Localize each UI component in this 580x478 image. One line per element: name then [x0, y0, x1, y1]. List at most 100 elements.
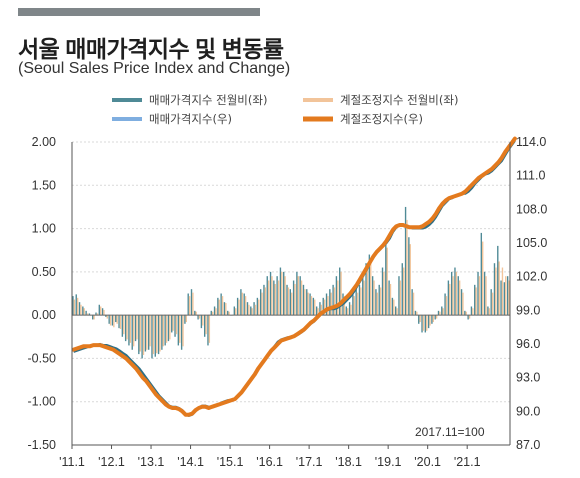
bar-sa — [264, 287, 267, 316]
bar-raw — [457, 276, 459, 316]
bar-sa — [468, 315, 471, 319]
bar-raw — [98, 304, 100, 316]
bar-raw — [111, 315, 114, 326]
bar-sa — [116, 315, 118, 324]
bar-raw — [467, 315, 469, 320]
bar-raw — [421, 315, 423, 333]
bar-raw — [464, 310, 466, 316]
bar-sa — [172, 315, 174, 331]
bar-sa — [261, 292, 263, 316]
bar-sa — [389, 283, 392, 316]
bar-sa — [139, 315, 141, 352]
y-left-tick-label: -0.50 — [28, 351, 57, 365]
bar-raw — [500, 280, 502, 316]
bar-sa — [406, 219, 408, 316]
bar-raw — [283, 271, 285, 316]
bar-raw — [78, 302, 81, 316]
bar-raw — [345, 306, 347, 316]
bar-raw — [85, 310, 87, 316]
bar-sa — [304, 289, 306, 316]
bar-sa — [323, 299, 326, 316]
bar-sa — [132, 315, 135, 347]
bar-raw — [414, 310, 417, 316]
y-left-tick-label: 0.50 — [32, 265, 56, 279]
bar-sa — [215, 308, 217, 316]
bar-raw — [319, 302, 321, 316]
bar-raw — [404, 206, 407, 316]
bar-sa — [310, 296, 313, 316]
bar-raw — [454, 267, 456, 316]
axes: 2.00 1.50 1.00 0.50 0.00 -0.50 -1.00 -1.50 114.0… — [28, 135, 548, 469]
y-right-tick-label: 102.0 — [516, 270, 547, 284]
bar-raw — [151, 315, 153, 359]
bar-sa — [198, 315, 201, 319]
bar-raw — [259, 289, 262, 316]
bar-sa — [119, 315, 122, 329]
bar-sa — [465, 311, 467, 316]
bar-raw — [246, 302, 249, 316]
bar-raw — [299, 276, 301, 316]
title-accent-bar — [18, 8, 260, 16]
bar-raw — [480, 232, 483, 316]
bar-raw — [332, 284, 334, 316]
bar-raw — [431, 315, 433, 324]
bar-sa — [244, 296, 247, 316]
bar-sa — [508, 280, 510, 316]
bar-raw — [144, 315, 147, 352]
legend-label-bar-raw: 매매가격지수 전월비(좌) — [149, 93, 267, 107]
bar-raw — [362, 276, 364, 316]
legend-label-bar-sa: 계절조정지수 전월비(좌) — [340, 93, 458, 107]
legend-label-line-sa: 계절조정지수(우) — [340, 112, 423, 126]
bar-sa — [320, 304, 323, 316]
bar-sa — [472, 308, 474, 316]
bar-raw — [355, 289, 357, 316]
bar-raw — [398, 276, 400, 316]
bar-sa — [412, 292, 415, 316]
bar-raw — [128, 315, 130, 346]
bar-raw — [217, 297, 219, 316]
bar-raw — [315, 306, 318, 316]
bar-sa — [370, 261, 372, 316]
bar-sa — [185, 315, 187, 323]
bar-sa — [149, 315, 151, 347]
bar-sa — [287, 287, 290, 316]
bar-raw — [322, 297, 324, 316]
bar-sa — [452, 276, 454, 316]
bar-sa — [106, 315, 108, 319]
y-right-tick-label: 111.0 — [516, 169, 545, 183]
y-left-tick-label: 1.50 — [32, 178, 56, 192]
bar-sa — [136, 315, 138, 340]
bar-raw — [368, 254, 371, 316]
bar-sa — [76, 297, 79, 316]
bar-sa — [146, 315, 148, 350]
bar-sa — [188, 296, 191, 316]
x-tick-label: '11.1 — [59, 455, 85, 469]
bar-raw — [167, 315, 170, 342]
bar-raw — [233, 306, 236, 316]
bar-raw — [450, 271, 453, 316]
bar-raw — [250, 306, 252, 316]
bar-sa — [205, 315, 207, 335]
bar-sa — [277, 280, 280, 316]
y-left-tick-label: -1.50 — [28, 438, 57, 452]
y-left-tick-label: 1.00 — [32, 222, 56, 236]
bar-sa — [363, 280, 365, 316]
bar-sa — [409, 244, 411, 316]
bar-sa — [297, 276, 299, 316]
bar-raw — [220, 293, 222, 316]
bar-sa — [449, 283, 451, 316]
bar-sa — [93, 315, 95, 320]
bar-sa — [251, 308, 253, 316]
bar-raw — [240, 289, 242, 316]
bar-sa — [258, 299, 260, 316]
bar-sa — [491, 292, 494, 316]
bar-sa — [475, 287, 477, 316]
bar-sa — [485, 276, 487, 316]
bar-sa — [337, 280, 339, 316]
bar-sa — [327, 296, 329, 316]
bar-sa — [462, 292, 464, 316]
y-right-tick-label: 87.0 — [516, 438, 540, 452]
bar-raw — [506, 276, 509, 316]
bar-sa — [182, 315, 184, 347]
bar-sa — [393, 299, 395, 316]
